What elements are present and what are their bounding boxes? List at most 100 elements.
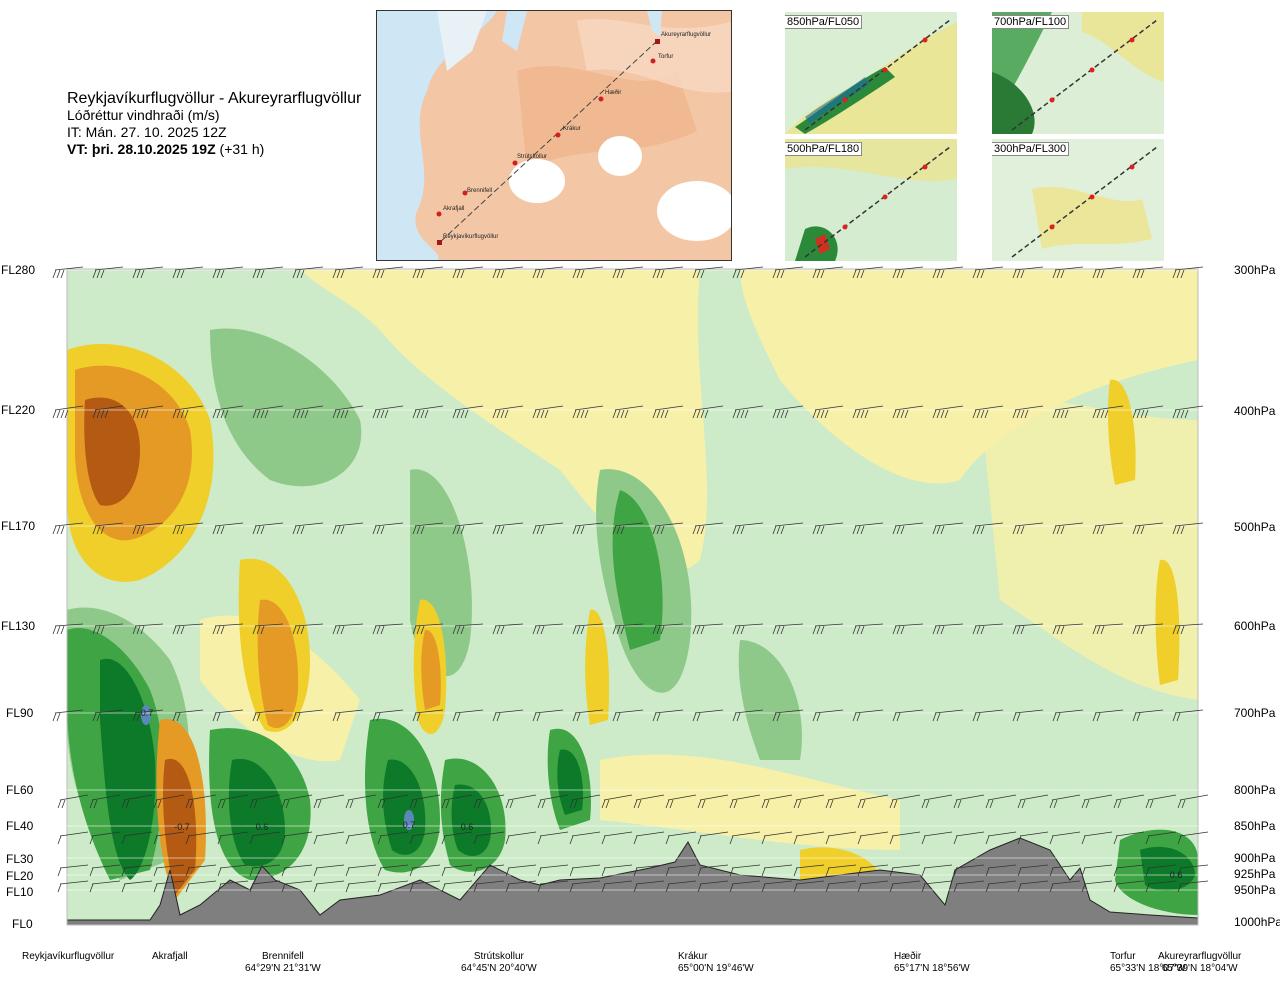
wind-barb bbox=[772, 522, 804, 535]
wind-barb bbox=[1113, 794, 1145, 809]
wind-barb bbox=[697, 794, 729, 809]
wind-barb bbox=[57, 864, 89, 877]
wind-barb bbox=[612, 405, 644, 419]
wind-barb bbox=[532, 405, 564, 419]
fl-label-10: FL10 bbox=[6, 885, 34, 899]
fl-label-280: FL280 bbox=[1, 263, 36, 277]
wind-barb bbox=[1092, 623, 1124, 635]
field-background bbox=[67, 269, 1198, 925]
wind-barb bbox=[153, 864, 185, 877]
fl-label-90: FL90 bbox=[6, 706, 34, 720]
wind-barb bbox=[772, 623, 804, 635]
wind-barb bbox=[292, 709, 324, 722]
mini-map-500-label: 500hPa/FL180 bbox=[785, 142, 863, 156]
wind-barb bbox=[313, 864, 345, 877]
wind-barb bbox=[852, 522, 884, 535]
wind-barb bbox=[633, 864, 665, 877]
wind-barb bbox=[185, 831, 217, 845]
location-akureyri: Akureyrarflugvöllur 65°39'N 18°04'W bbox=[1158, 951, 1241, 975]
wind-barb bbox=[505, 831, 537, 845]
wind-barb bbox=[569, 864, 601, 877]
wind-barb bbox=[633, 831, 665, 845]
wind-barb bbox=[452, 266, 484, 279]
wind-barb bbox=[1145, 794, 1177, 809]
wind-barb bbox=[505, 864, 537, 877]
mini-map-500: 500hPa/FL180 bbox=[785, 139, 957, 261]
wind-barb bbox=[761, 864, 793, 877]
wind-barb bbox=[732, 266, 764, 279]
wind-barb bbox=[452, 709, 484, 722]
valid-offset: (+31 h) bbox=[215, 141, 265, 157]
wind-barb bbox=[972, 266, 1004, 279]
wind-barb bbox=[121, 831, 153, 845]
wind-barb bbox=[281, 794, 313, 809]
wind-barb bbox=[569, 880, 601, 893]
wind-barb bbox=[345, 831, 377, 845]
wind-barb bbox=[1092, 266, 1124, 279]
wind-barb bbox=[612, 623, 644, 635]
wind-barb bbox=[612, 709, 644, 722]
fl-label-20: FL20 bbox=[6, 869, 34, 883]
wind-barb bbox=[953, 864, 985, 877]
wind-barb bbox=[185, 880, 217, 893]
wind-barb bbox=[1049, 794, 1081, 809]
wind-barb bbox=[1145, 864, 1177, 877]
wind-barb bbox=[1081, 831, 1113, 845]
wind-barb bbox=[793, 864, 825, 877]
wind-barb bbox=[172, 266, 204, 279]
wind-barb bbox=[217, 880, 249, 893]
wind-barbs bbox=[52, 266, 1209, 893]
wind-barb bbox=[345, 794, 377, 809]
wind-barb bbox=[1081, 864, 1113, 877]
extremum-label: 0.6 bbox=[256, 822, 269, 832]
wind-barb bbox=[132, 405, 164, 419]
wind-barb bbox=[92, 623, 124, 635]
wind-barb bbox=[492, 405, 524, 419]
wind-barb bbox=[732, 522, 764, 535]
wind-barb bbox=[1177, 864, 1209, 877]
wind-barb bbox=[652, 266, 684, 279]
location-strutskollur: Strútskollur 64°45'N 20°40'W bbox=[461, 951, 537, 975]
waypoint-torfur-marker bbox=[650, 58, 656, 64]
wind-barb bbox=[633, 794, 665, 809]
wind-barb bbox=[697, 831, 729, 845]
wind-barb bbox=[652, 623, 684, 635]
wind-barb bbox=[572, 623, 604, 635]
wind-barb bbox=[332, 266, 364, 279]
waypoint-label-strutskollur: Strútskollur bbox=[517, 154, 547, 160]
wind-barb bbox=[857, 831, 889, 845]
wind-barb bbox=[761, 794, 793, 809]
wind-barb bbox=[532, 522, 564, 535]
wind-barb bbox=[793, 794, 825, 809]
wind-barb bbox=[692, 405, 724, 419]
wind-barb bbox=[217, 864, 249, 877]
wind-barb bbox=[732, 405, 764, 419]
wind-barb bbox=[281, 880, 313, 893]
wind-barb bbox=[921, 880, 953, 893]
wind-barb bbox=[812, 522, 844, 535]
wind-barb bbox=[761, 831, 793, 845]
wind-barb bbox=[812, 405, 844, 419]
wind-barb bbox=[812, 623, 844, 635]
route-map-svg: Akureyrarflugvöllur Torfur Hæðir Krákur … bbox=[377, 11, 731, 260]
wind-barb bbox=[601, 880, 633, 893]
wind-barb bbox=[972, 623, 1004, 635]
wind-barb bbox=[772, 266, 804, 279]
wind-barb bbox=[52, 709, 84, 722]
hpa-label-600: 600hPa bbox=[1234, 619, 1276, 633]
location-coord: 64°45'N 20°40'W bbox=[461, 963, 537, 974]
hpa-label-900: 900hPa bbox=[1234, 851, 1276, 865]
wind-barb bbox=[892, 266, 924, 279]
wind-barb bbox=[377, 864, 409, 877]
wind-barb bbox=[89, 831, 121, 845]
wind-barb bbox=[537, 794, 569, 809]
wind-barb bbox=[972, 405, 1004, 419]
location-coord: 65°00'N 19°46'W bbox=[678, 963, 754, 974]
wind-barb bbox=[692, 709, 724, 722]
extremum-label: 0.7 bbox=[141, 708, 154, 718]
extremum-labels: 0.7 -0.7 0.6 0.7 0.6 0.6 bbox=[141, 708, 1183, 880]
hpa-label-800: 800hPa bbox=[1234, 783, 1276, 797]
wind-barb bbox=[857, 880, 889, 893]
wind-barb bbox=[825, 831, 857, 845]
wind-barb bbox=[892, 709, 924, 722]
